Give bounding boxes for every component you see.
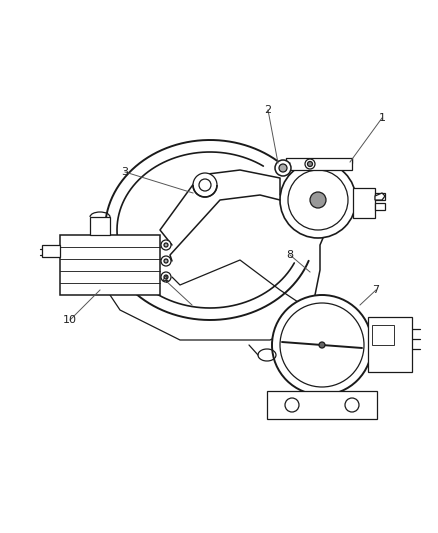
Text: 10: 10 [63,315,77,325]
Circle shape [161,256,171,266]
Bar [371,325,393,345]
Text: 4: 4 [161,275,168,285]
Circle shape [198,179,211,191]
Circle shape [279,162,355,238]
Text: 7: 7 [371,285,379,295]
Circle shape [344,398,358,412]
Circle shape [164,243,168,247]
Bar [60,235,159,295]
Circle shape [164,259,168,263]
Circle shape [284,398,298,412]
Bar [90,217,110,235]
Circle shape [193,173,216,197]
Bar [42,245,60,257]
Polygon shape [374,193,384,200]
Circle shape [279,164,286,172]
Circle shape [279,303,363,387]
Text: 2: 2 [264,105,271,115]
Circle shape [274,160,290,176]
Text: 1: 1 [378,113,385,123]
Circle shape [161,240,171,250]
Circle shape [272,295,371,395]
Circle shape [304,159,314,169]
Circle shape [309,192,325,208]
Text: 3: 3 [121,167,128,177]
Bar [266,391,376,419]
Bar [285,158,351,170]
Bar [374,203,384,210]
Bar [352,188,374,218]
Circle shape [161,272,171,282]
Text: 8: 8 [286,250,293,260]
Circle shape [307,161,312,166]
Bar [374,193,384,200]
Bar [367,317,411,372]
Circle shape [287,170,347,230]
Circle shape [164,275,168,279]
Circle shape [318,342,324,348]
